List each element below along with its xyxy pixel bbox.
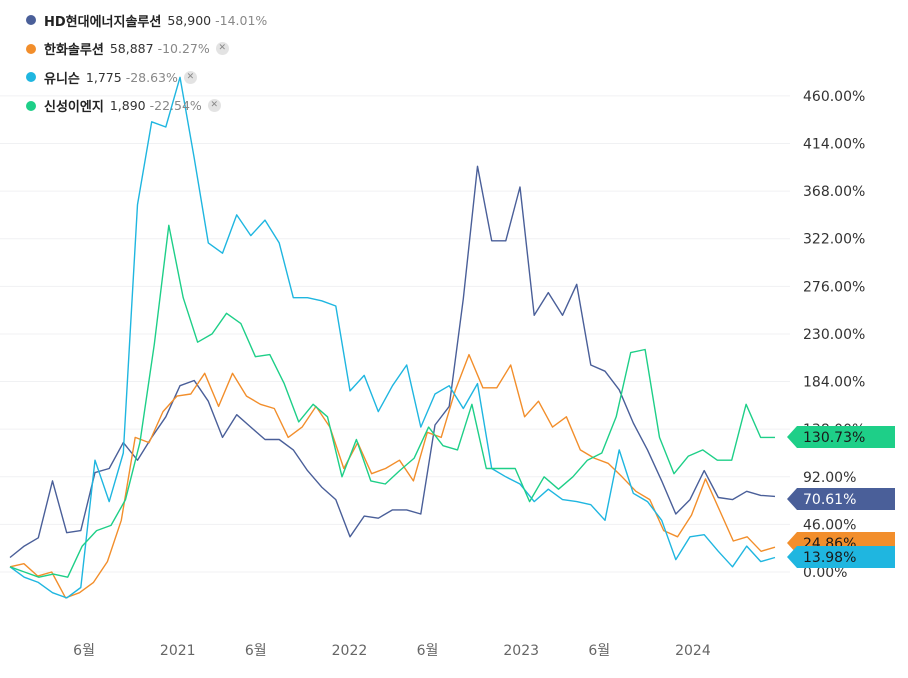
series-lines: [9, 76, 776, 599]
series-line: [9, 353, 776, 599]
legend-price: 1,890: [109, 98, 146, 114]
legend-change: -10.27%: [157, 41, 210, 57]
x-tick-label: 6월: [245, 643, 267, 659]
x-tick-label: 6월: [73, 643, 95, 659]
y-tick-label: 92.00%: [803, 470, 856, 486]
end-value-tag: 13.98%: [787, 546, 895, 568]
legend-marker-icon: [26, 43, 36, 54]
legend-price: 58,900: [167, 12, 212, 28]
legend-name: HD현대에너지솔루션: [44, 14, 162, 30]
legend-item[interactable]: 한화솔루션 58,887 -10.27% ✕: [26, 35, 273, 64]
series-line: [9, 165, 776, 559]
x-axis-ticks: 6월 2021 6월 2022 6월 2023 6월 2024: [73, 643, 711, 659]
y-tick-label: 46.00%: [803, 517, 856, 533]
y-tick-label: 184.00%: [803, 375, 865, 391]
end-value-tag: 130.73%: [787, 426, 895, 448]
legend-change: -22.54%: [149, 98, 202, 114]
x-tick-label: 2023: [503, 643, 539, 659]
x-tick-label: 6월: [588, 643, 610, 659]
y-axis-ticks: 460.00% 414.00% 368.00% 322.00% 276.00% 230.0…: [803, 89, 865, 581]
close-icon[interactable]: ✕: [183, 70, 197, 84]
legend-item[interactable]: HD현대에너지솔루션 58,900 -14.01%: [26, 6, 273, 35]
x-tick-label: 2022: [332, 643, 368, 659]
legend: HD현대에너지솔루션 58,900 -14.01% 한화솔루션 58,887 -…: [26, 6, 273, 120]
y-tick-label: 230.00%: [803, 327, 865, 343]
series-line: [9, 224, 775, 578]
legend-name: 유니슨: [44, 71, 80, 87]
x-tick-label: 2021: [160, 643, 196, 659]
y-tick-label: 460.00%: [803, 89, 865, 105]
y-tick-label: 0.00%: [803, 565, 847, 581]
legend-name: 한화솔루션: [44, 43, 104, 59]
legend-marker-icon: [26, 100, 36, 111]
x-tick-label: 6월: [417, 643, 439, 659]
series-line: [9, 76, 776, 599]
legend-price: 1,775: [85, 69, 122, 85]
legend-name: 신성이엔지: [44, 100, 104, 116]
y-tick-label: 276.00%: [803, 279, 865, 295]
close-icon[interactable]: ✕: [207, 99, 221, 113]
legend-marker-icon: [26, 15, 36, 26]
legend-item[interactable]: 유니슨 1,775 -28.63% ✕: [26, 63, 273, 92]
legend-marker-icon: [26, 72, 36, 83]
legend-change: -28.63%: [125, 69, 178, 85]
x-tick-label: 2024: [675, 643, 711, 659]
y-tick-label: 414.00%: [803, 137, 865, 153]
grid-lines: [0, 95, 790, 573]
end-value-tag: 70.61%: [787, 488, 895, 510]
y-tick-label: 368.00%: [803, 184, 865, 200]
end-value-label: 70.61%: [803, 492, 856, 508]
end-labels: 130.73%70.61%24.86%13.98%: [787, 426, 895, 568]
end-value-label: 13.98%: [803, 550, 856, 566]
legend-price: 58,887: [109, 41, 154, 57]
close-icon[interactable]: ✕: [215, 42, 229, 56]
legend-item[interactable]: 신성이엔지 1,890 -22.54% ✕: [26, 92, 273, 121]
legend-change: -14.01%: [215, 12, 268, 28]
end-value-label: 130.73%: [803, 430, 865, 446]
y-tick-label: 322.00%: [803, 232, 865, 248]
